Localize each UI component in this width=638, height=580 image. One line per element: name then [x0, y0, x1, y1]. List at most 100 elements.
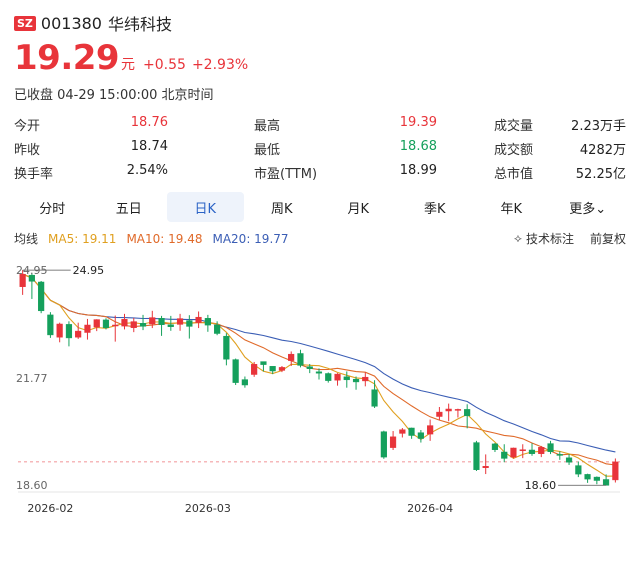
kline-chart[interactable]: 24.95 18.60 24.95 21.77 18.60 2026-02 2026-03… — [0, 250, 638, 535]
candle-body — [269, 366, 276, 372]
candle — [528, 443, 536, 456]
candle — [362, 372, 369, 387]
candle — [75, 322, 82, 339]
candle — [241, 376, 248, 388]
stat-label: 昨收 — [14, 142, 41, 158]
candle-body — [315, 371, 323, 374]
candle-body — [65, 324, 73, 339]
candle-body — [334, 373, 341, 381]
candle-body — [371, 389, 378, 407]
tab-weekly-k[interactable]: 周K — [270, 201, 293, 217]
adjust-button[interactable]: 前复权 — [589, 232, 626, 246]
stat-label: 换手率 — [14, 166, 54, 182]
candle — [297, 349, 304, 368]
candle-body — [445, 408, 452, 412]
candle-body — [380, 431, 387, 458]
x-tick-label: 2026-04 — [407, 502, 453, 515]
candle — [251, 361, 258, 377]
candle — [186, 315, 193, 339]
candle — [612, 458, 619, 483]
high-marker-label: 24.95 — [73, 264, 105, 277]
candle-body — [139, 323, 147, 327]
stats-row: 今开 18.76 最高 19.39 成交量 2.23万手 — [14, 112, 626, 136]
stock-header: SZ 001380 华纬科技 — [14, 12, 172, 34]
candle — [334, 373, 341, 386]
candle — [343, 371, 350, 388]
x-tick-label: 2026-03 — [185, 502, 231, 515]
candle — [269, 366, 276, 375]
candle — [510, 447, 517, 459]
x-tick-label: 2026-02 — [27, 502, 73, 515]
stat-value: 2.23万手 — [571, 118, 626, 134]
candle — [575, 461, 582, 478]
candle-body — [519, 449, 526, 451]
candle-body — [19, 273, 26, 287]
candle — [445, 403, 452, 422]
ma20-value: MA20: 19.77 — [212, 231, 289, 246]
candle-body — [612, 461, 619, 481]
candle — [278, 366, 286, 373]
candle — [195, 311, 202, 329]
candle — [408, 427, 415, 439]
candle — [547, 440, 554, 455]
ma20-line — [22, 273, 616, 453]
candle-body — [491, 443, 499, 450]
candle-body — [223, 335, 230, 360]
candle-body — [482, 466, 489, 468]
candle — [565, 454, 573, 465]
candle-body — [278, 367, 286, 371]
candle-body — [556, 454, 563, 456]
candle-body — [510, 447, 517, 458]
candle-body — [112, 324, 119, 327]
y-tick-label: 18.60 — [16, 479, 48, 492]
candle-body — [38, 281, 45, 312]
ma10-value: MA10: 19.48 — [126, 231, 203, 246]
stat-label: 成交量 — [494, 118, 534, 134]
stat-label: 最高 — [254, 118, 281, 134]
candle — [139, 314, 147, 331]
tab-five-day[interactable]: 五日 — [115, 201, 142, 217]
tab-quarterly-k[interactable]: 季K — [423, 201, 446, 217]
quote-stats: 今开 18.76 最高 19.39 成交量 2.23万手 昨收 18.74 最低 18.6… — [14, 112, 626, 184]
stat-label: 总市值 — [494, 166, 534, 182]
candle-body — [214, 324, 221, 334]
indicator-button[interactable]: 技术标注 — [525, 232, 574, 246]
candle — [167, 315, 174, 331]
candle — [19, 270, 26, 295]
candle — [491, 442, 499, 453]
tab-monthly-k[interactable]: 月K — [347, 201, 370, 217]
stat-value: 4282万 — [579, 142, 626, 158]
candle — [584, 473, 591, 483]
candle — [84, 318, 91, 340]
candle — [306, 363, 313, 374]
ma5-value: MA5: 19.11 — [48, 231, 117, 246]
candle-body — [75, 330, 82, 338]
candle-body — [427, 425, 434, 435]
candle-body — [454, 409, 462, 411]
candle — [593, 476, 600, 485]
candle — [519, 444, 526, 459]
tab-intraday[interactable]: 分时 — [39, 201, 66, 217]
candle — [436, 406, 443, 421]
candle — [176, 313, 184, 331]
candle — [380, 430, 387, 459]
candle-body — [297, 353, 304, 366]
candle — [325, 372, 332, 383]
candle-body — [176, 318, 184, 325]
candle — [501, 444, 508, 463]
tab-daily-k[interactable]: 日K — [167, 192, 244, 222]
stock-name: 华纬科技 — [107, 15, 172, 34]
candle — [389, 431, 397, 451]
tab-yearly-k[interactable]: 年K — [500, 201, 523, 217]
tab-more[interactable]: 更多⌄ — [569, 201, 607, 217]
candle-body — [584, 474, 591, 480]
y-tick-label: 24.95 — [16, 264, 48, 277]
candle — [223, 333, 230, 366]
stock-code: 001380 — [40, 13, 102, 33]
candle-body — [47, 314, 54, 336]
current-price: 19.29 — [14, 38, 120, 78]
candle — [399, 427, 406, 438]
candle — [538, 445, 545, 458]
candle — [38, 280, 45, 314]
candle-body — [121, 319, 128, 327]
